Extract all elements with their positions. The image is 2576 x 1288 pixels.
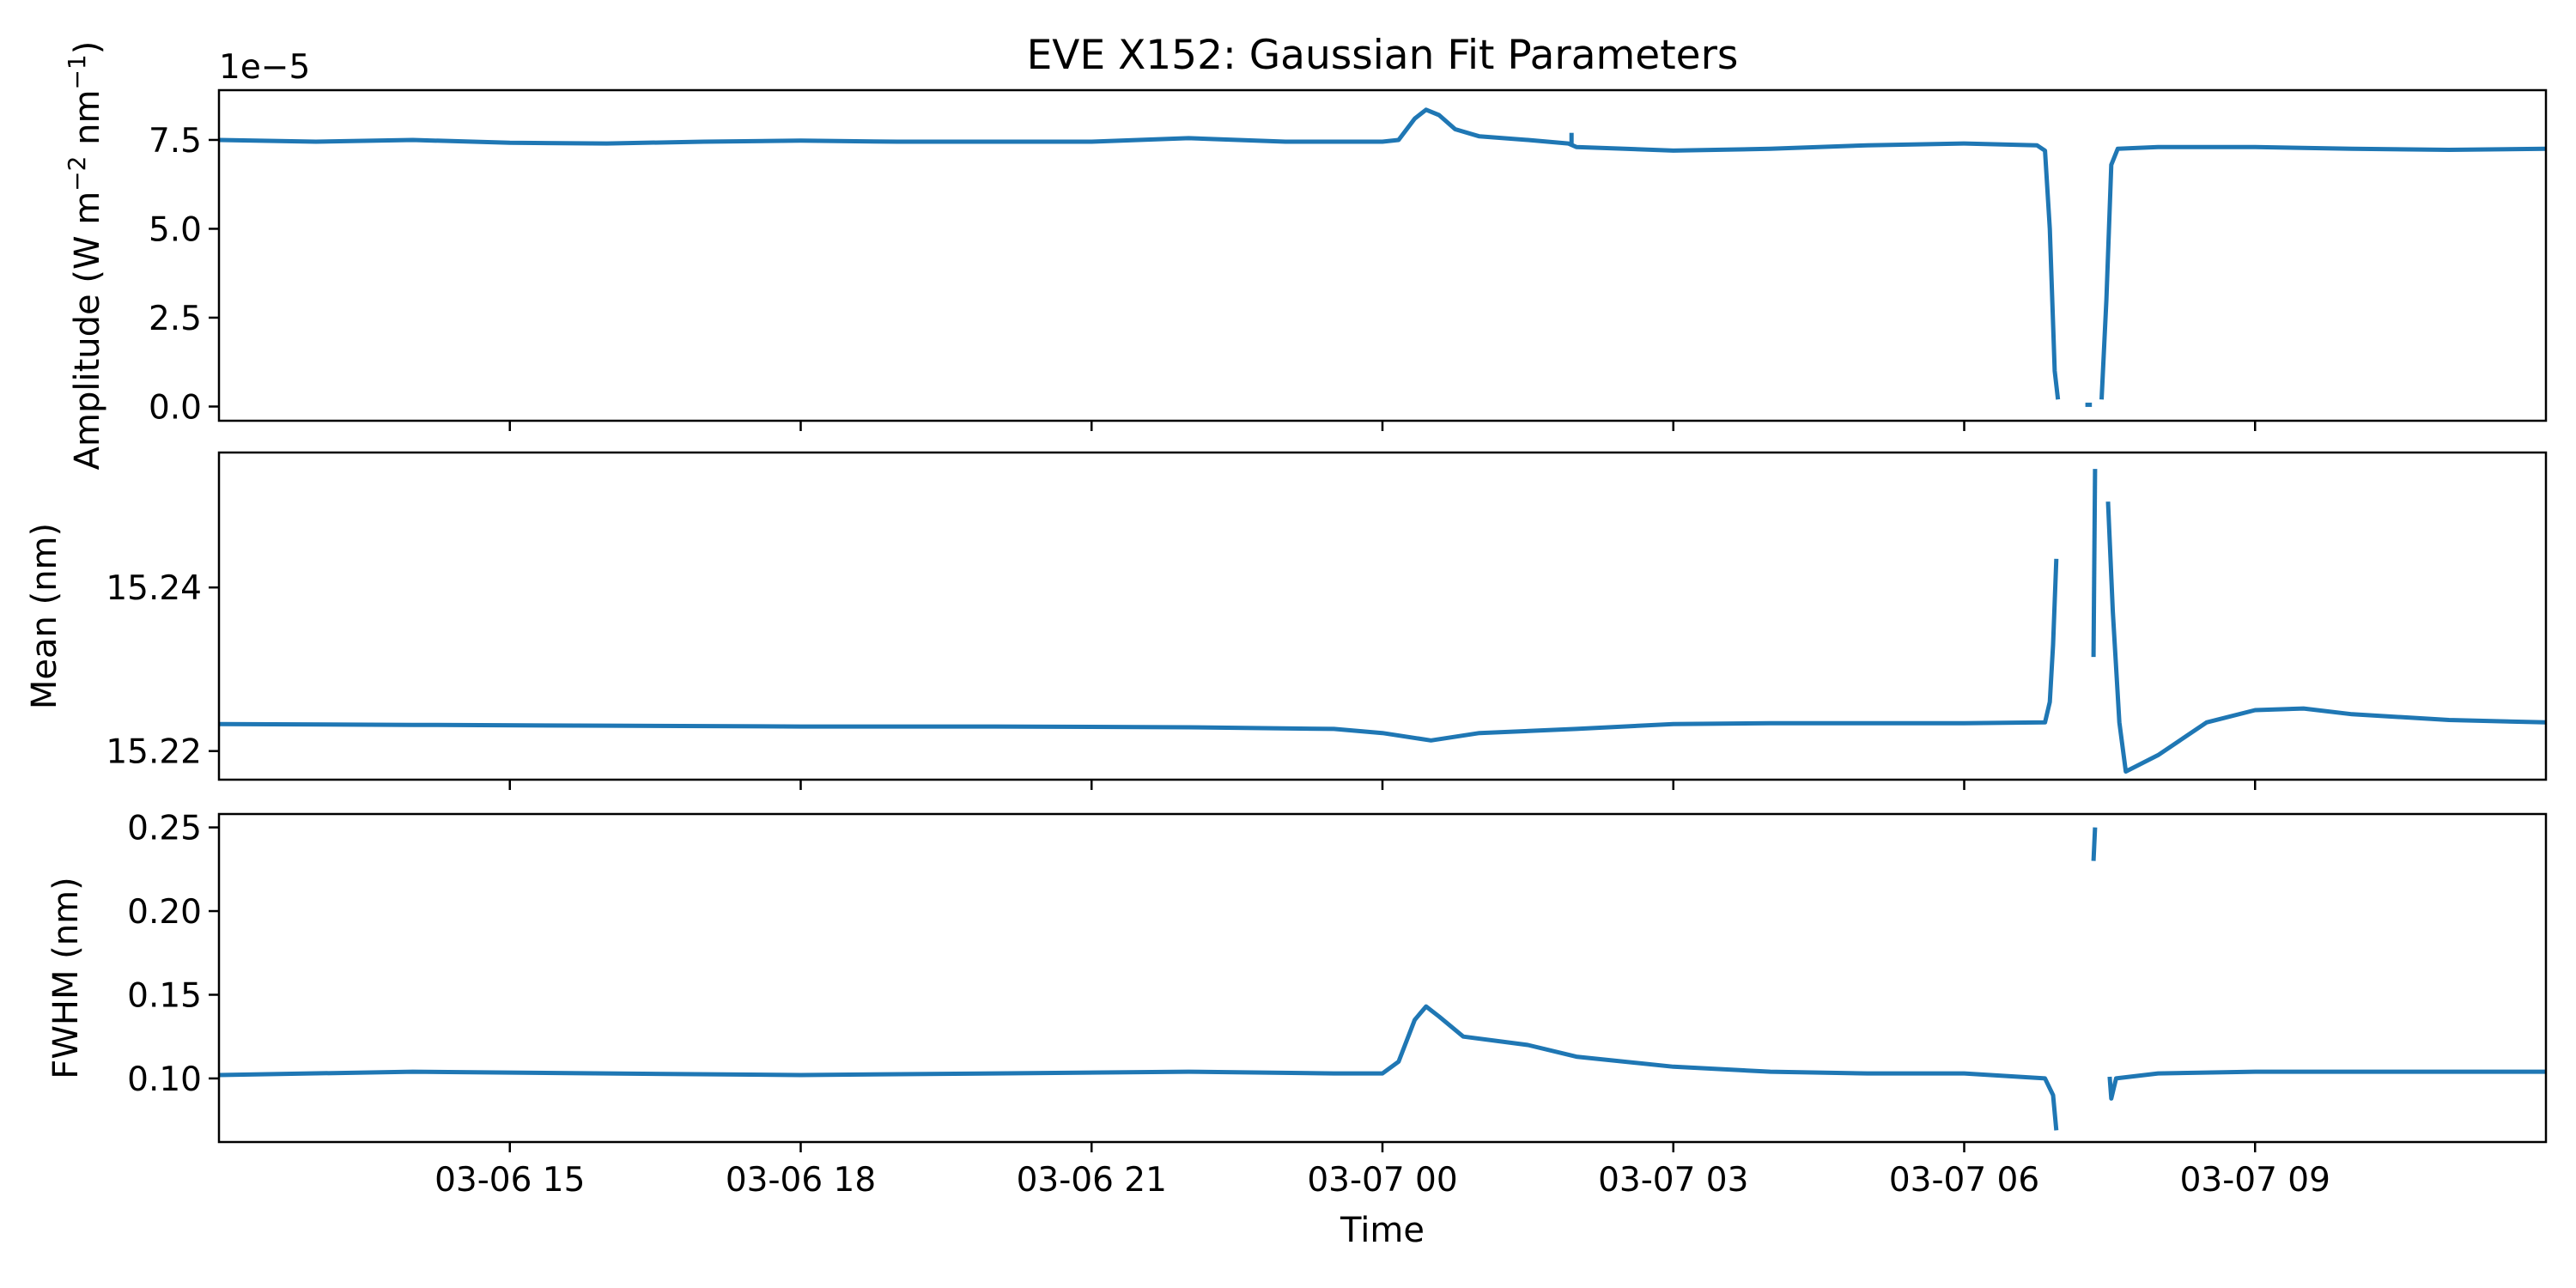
panel-amplitude: 0.0 2.5 5.0 7.5 Amplitude (W m−2 nm−1) 1e−5 — [63, 41, 2548, 471]
amplitude-series-segment-2 — [2099, 144, 2547, 400]
xtick-label: 03-06 21 — [1017, 1161, 1167, 1200]
mean-ytick-label: 15.22 — [106, 733, 202, 772]
amplitude-ytick-label: 2.5 — [149, 300, 202, 338]
fwhm-series-segment-2 — [2107, 1069, 2546, 1101]
fwhm-y-axis-label: FWHM (nm) — [46, 877, 86, 1078]
mean-series-segment-2 — [2105, 501, 2547, 774]
chart-title: EVE X152: Gaussian Fit Parameters — [1027, 32, 1739, 79]
mean-series-segment-0 — [218, 558, 2059, 743]
mean-y-axis-label: Mean (nm) — [25, 523, 64, 709]
xtick-label: 03-07 03 — [1598, 1161, 1748, 1200]
xtick-label: 03-06 18 — [726, 1161, 876, 1200]
amplitude-ytick-label: 5.0 — [149, 210, 202, 249]
xtick-label: 03-07 09 — [2180, 1161, 2330, 1200]
amplitude-offset-text: 1e−5 — [219, 48, 310, 87]
fwhm-ytick-label: 0.25 — [127, 810, 202, 848]
mean-ytick-label: 15.24 — [106, 569, 202, 608]
xtick-label: 03-07 06 — [1889, 1161, 2039, 1200]
fwhm-series-segment-0 — [218, 1004, 2059, 1131]
xtick-label: 03-06 15 — [434, 1161, 585, 1200]
fwhm-series-segment-1 — [2091, 827, 2098, 861]
xtick-label: 03-07 00 — [1307, 1161, 1457, 1200]
fwhm-axes-frame — [217, 812, 2548, 1144]
mean-series-segment-1 — [2091, 469, 2098, 658]
amplitude-ytick-label: 7.5 — [149, 122, 202, 161]
x-axis-label: Time — [1340, 1211, 1425, 1250]
fwhm-ytick-label: 0.20 — [127, 893, 202, 932]
fwhm-ytick-label: 0.15 — [127, 976, 202, 1015]
amplitude-ytick-label: 0.0 — [149, 388, 202, 427]
panel-fwhm: 0.10 0.15 0.20 0.25 03-06 15 03-06 18 03-06 21… — [46, 810, 2548, 1200]
fwhm-ytick-label: 0.10 — [127, 1060, 202, 1099]
amplitude-series-segment-0 — [218, 107, 2061, 400]
amplitude-y-axis-label: Amplitude (W m−2 nm−1) — [63, 41, 107, 471]
panel-mean: 15.22 15.24 Mean (nm) — [25, 451, 2548, 790]
